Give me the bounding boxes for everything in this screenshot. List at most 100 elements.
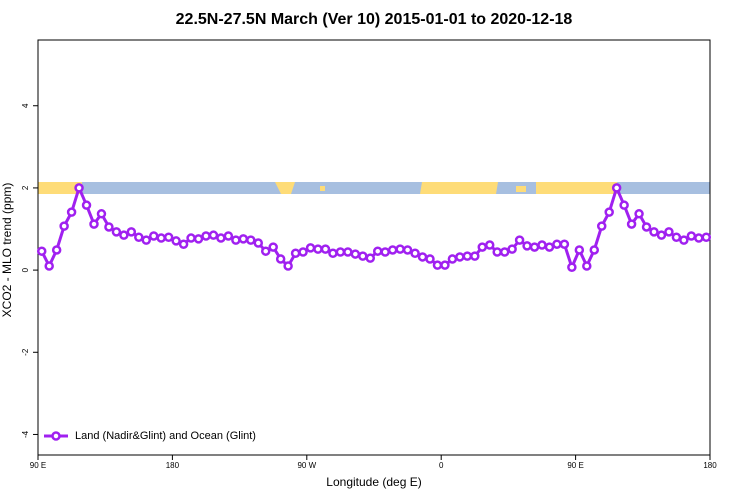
data-point — [470, 251, 480, 261]
data-point — [59, 221, 69, 231]
data-point — [298, 247, 308, 257]
y-tick-label: 0 — [21, 267, 30, 272]
data-point — [141, 235, 152, 245]
data-point — [66, 207, 77, 217]
data-point — [432, 260, 443, 270]
data-point — [305, 243, 316, 253]
data-point — [537, 240, 547, 250]
data-point — [649, 227, 659, 237]
data-point — [74, 183, 84, 193]
data-point — [134, 232, 144, 242]
data-point — [208, 230, 219, 240]
data-point — [328, 248, 338, 259]
data-point — [320, 244, 331, 254]
data-point — [499, 247, 510, 257]
data-point — [335, 247, 346, 257]
data-point — [686, 231, 697, 241]
y-axis-label: XCO2 - MLO trend (ppm) — [0, 183, 14, 318]
data-point — [664, 227, 674, 237]
x-tick-label: 0 — [439, 461, 444, 470]
data-point — [178, 239, 189, 249]
data-point — [36, 246, 47, 256]
data-point — [440, 260, 450, 270]
data-point — [694, 233, 704, 243]
data-point — [290, 248, 301, 259]
data-point — [268, 242, 278, 252]
data-point — [589, 245, 600, 255]
data-point — [186, 233, 196, 243]
data-point — [163, 232, 174, 242]
legend-marker — [51, 431, 61, 441]
x-tick-label: 90 E — [567, 461, 583, 470]
data-point — [104, 222, 114, 232]
data-point — [596, 221, 607, 231]
data-point — [81, 200, 92, 210]
data-point — [484, 240, 495, 250]
data-point — [313, 244, 323, 254]
legend-label: Land (Nadir&Glint) and Ocean (Glint) — [75, 430, 256, 442]
data-point — [148, 231, 159, 241]
data-point — [671, 232, 682, 242]
x-axis-label: Longitude (deg E) — [326, 475, 421, 489]
data-point — [238, 234, 249, 244]
data-point — [626, 219, 637, 229]
data-point — [223, 231, 234, 241]
y-tick-label: 4 — [21, 103, 30, 108]
data-point — [343, 247, 353, 257]
data-point — [679, 235, 689, 245]
data-point — [372, 246, 383, 256]
data-point — [462, 251, 473, 261]
data-point — [619, 200, 629, 210]
data-point — [193, 234, 204, 244]
plot-frame — [37, 39, 711, 456]
data-point — [201, 231, 211, 241]
data-point — [283, 261, 293, 271]
y-tick-label: -4 — [21, 430, 30, 438]
map-strip — [38, 182, 710, 194]
data-point — [246, 235, 256, 245]
data-point — [477, 242, 488, 252]
x-tick-label: 180 — [703, 461, 717, 470]
data-point — [126, 227, 137, 237]
data-point — [171, 236, 181, 246]
data-point — [44, 261, 54, 271]
data-point — [611, 183, 622, 193]
data-point — [253, 238, 264, 248]
data-point — [231, 235, 241, 245]
data-point — [260, 246, 271, 256]
data-point — [358, 251, 368, 261]
data-point — [552, 239, 562, 249]
data-point — [395, 244, 405, 254]
data-point — [51, 245, 62, 255]
data-point — [425, 254, 435, 264]
data-point — [492, 247, 502, 257]
y-tick-label: 2 — [21, 185, 30, 190]
data-point — [89, 219, 99, 229]
data-point — [350, 249, 361, 259]
data-point — [387, 245, 398, 255]
data-point — [402, 245, 413, 255]
data-point — [522, 241, 532, 251]
data-point — [156, 233, 166, 243]
data-point — [574, 245, 585, 255]
data-point — [365, 253, 376, 263]
data-point — [641, 222, 652, 232]
data-point — [119, 230, 129, 240]
y-tick-label: -2 — [21, 348, 30, 356]
x-tick-label: 90 E — [30, 461, 46, 470]
data-point — [111, 227, 122, 237]
data-point — [656, 230, 667, 240]
data-point — [559, 239, 570, 249]
data-point — [582, 261, 592, 271]
x-tick-label: 90 W — [297, 461, 316, 470]
data-point — [567, 262, 577, 272]
data-point — [701, 232, 712, 242]
data-point — [529, 242, 540, 252]
data-point — [216, 233, 226, 243]
data-point — [604, 207, 614, 217]
x-tick-label: 180 — [166, 461, 180, 470]
data-point — [544, 242, 555, 252]
data-point — [634, 209, 644, 219]
legend: Land (Nadir&Glint) and Ocean (Glint) — [44, 430, 256, 442]
